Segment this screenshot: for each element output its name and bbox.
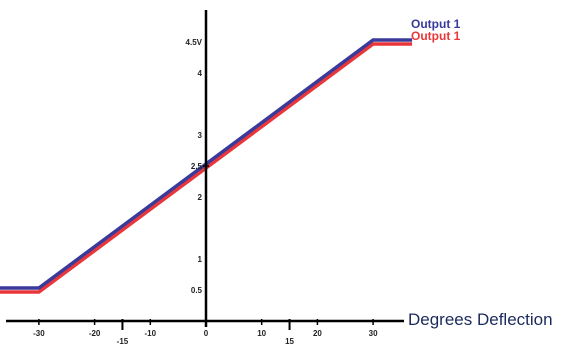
x-ticks: -30 -20 -15 -10 0 10 15 20 30 xyxy=(33,319,378,346)
x-tick-label: 10 xyxy=(257,329,266,338)
x-tick-label: -20 xyxy=(89,329,101,338)
legend-item-2: Output 1 xyxy=(411,29,461,43)
x-tick-label: -30 xyxy=(33,329,45,338)
x-tick-label: -15 xyxy=(117,337,129,346)
y-tick-label: 4 xyxy=(198,69,203,78)
x-tick-label: 15 xyxy=(285,337,294,346)
x-tick-label: 20 xyxy=(313,329,322,338)
y-tick-label: 3 xyxy=(198,131,203,140)
y-tick-label: 1 xyxy=(198,255,203,264)
y-tick-label: 2.5 xyxy=(191,162,203,171)
x-axis-title: Degrees Deflection xyxy=(408,310,553,329)
y-tick-label: 4.5V xyxy=(186,38,203,47)
x-tick-label: 30 xyxy=(369,329,378,338)
axes-layer xyxy=(6,10,404,327)
y-ticks: 0.5 1 2 2.5 3 4 4.5V xyxy=(186,38,209,295)
y-tick-label: 2 xyxy=(198,193,203,202)
x-tick-label: 0 xyxy=(204,329,209,338)
y-tick-label: 0.5 xyxy=(191,286,203,295)
x-tick-label: -10 xyxy=(145,329,157,338)
legend-item-1: Output 1 xyxy=(411,17,461,31)
